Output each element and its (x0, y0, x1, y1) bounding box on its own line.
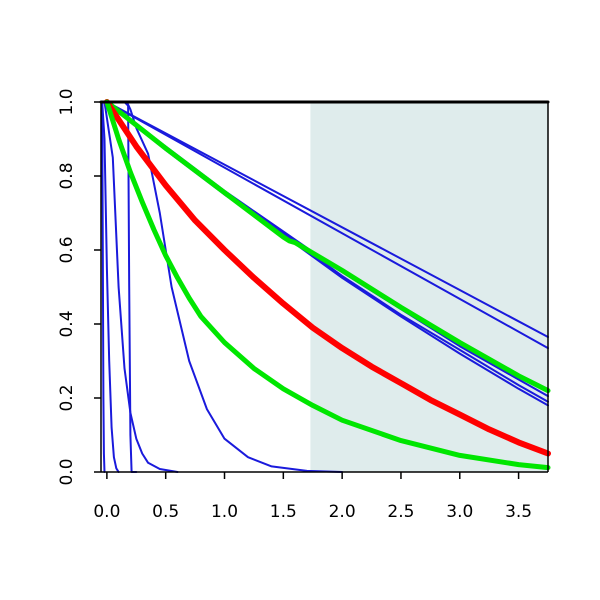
series-line-3 (103, 101, 179, 473)
x-tick-label: 3.5 (505, 502, 532, 522)
series-line-5 (103, 101, 344, 473)
y-tick-label: 0.2 (57, 384, 77, 411)
y-tick-label: 0.4 (57, 310, 77, 337)
y-tick-label: 0.0 (57, 458, 77, 485)
x-tick-label: 2.5 (387, 502, 414, 522)
x-tick-label: 1.5 (270, 502, 297, 522)
series-line-6 (105, 101, 549, 338)
y-tick-label: 0.6 (57, 236, 77, 263)
series-line-13 (104, 99, 551, 471)
shaded-region (310, 102, 548, 472)
shaded-region-layer (310, 102, 548, 472)
y-tick-label: 1.0 (57, 88, 77, 115)
x-tick-label: 0.0 (93, 502, 120, 522)
series-line-11 (104, 99, 551, 394)
x-tick-label: 1.0 (211, 502, 238, 522)
series-line-2 (101, 101, 120, 473)
x-axis-ticks: 0.0 0.5 1.0 1.5 2.0 2.5 3.0 3.5 (93, 472, 532, 522)
series-line-12 (103, 99, 551, 457)
y-tick-label: 0.8 (57, 162, 77, 189)
series-layer (99, 99, 551, 473)
x-tick-label: 0.5 (152, 502, 179, 522)
x-tick-label: 3.0 (446, 502, 473, 522)
y-axis-ticks: 0.0 0.2 0.4 0.6 0.8 1.0 (57, 88, 101, 486)
x-tick-label: 2.0 (329, 502, 356, 522)
series-line-1 (101, 101, 106, 473)
series-line-7 (105, 101, 549, 350)
